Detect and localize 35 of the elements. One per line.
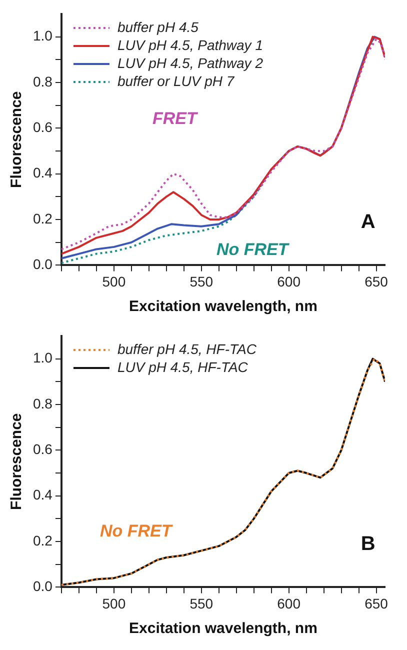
annotation: No FRET bbox=[216, 240, 290, 259]
x-tick-label: 550 bbox=[190, 595, 214, 612]
x-tick-label: 550 bbox=[190, 273, 214, 290]
legend-label: buffer pH 4.5, HF-TAC bbox=[117, 340, 258, 357]
y-tick-label: 0.8 bbox=[32, 395, 53, 412]
y-tick-label: 0.4 bbox=[32, 164, 53, 181]
x-axis-title: Excitation wavelength, nm bbox=[129, 620, 318, 638]
annotation: FRET bbox=[152, 109, 199, 128]
y-tick-label: 0.6 bbox=[32, 119, 53, 136]
annotation: No FRET bbox=[100, 522, 174, 541]
legend-label: buffer pH 4.5 bbox=[117, 18, 199, 35]
x-tick-label: 600 bbox=[277, 595, 301, 612]
y-tick-label: 0.2 bbox=[32, 532, 53, 548]
x-tick-label: 600 bbox=[277, 273, 301, 290]
annotation: B bbox=[360, 533, 376, 556]
legend-label: LUV pH 4.5, Pathway 2 bbox=[117, 54, 264, 71]
legend-label: LUV pH 4.5, HF-TAC bbox=[117, 358, 249, 375]
legend-label: buffer or LUV pH 7 bbox=[117, 72, 236, 89]
y-tick-label: 0.0 bbox=[32, 256, 53, 272]
y-tick-label: 0.6 bbox=[32, 441, 53, 458]
x-tick-label: 500 bbox=[102, 273, 126, 290]
y-axis-title: Fluorescence bbox=[8, 413, 26, 510]
y-tick-label: 0.0 bbox=[32, 578, 53, 594]
x-axis-title: Excitation wavelength, nm bbox=[129, 298, 318, 316]
y-tick-label: 0.4 bbox=[32, 486, 53, 503]
y-tick-label: 0.8 bbox=[32, 73, 53, 90]
x-tick-label: 500 bbox=[102, 595, 126, 612]
x-tick-label: 650 bbox=[364, 595, 388, 612]
y-tick-label: 1.0 bbox=[32, 350, 53, 366]
legend-label: LUV pH 4.5, Pathway 1 bbox=[117, 36, 263, 53]
y-axis-title: Fluorescence bbox=[8, 91, 26, 188]
annotation: A bbox=[360, 211, 376, 234]
x-tick-label: 650 bbox=[364, 273, 388, 290]
y-tick-label: 0.2 bbox=[32, 210, 53, 226]
y-tick-label: 1.0 bbox=[32, 28, 53, 44]
